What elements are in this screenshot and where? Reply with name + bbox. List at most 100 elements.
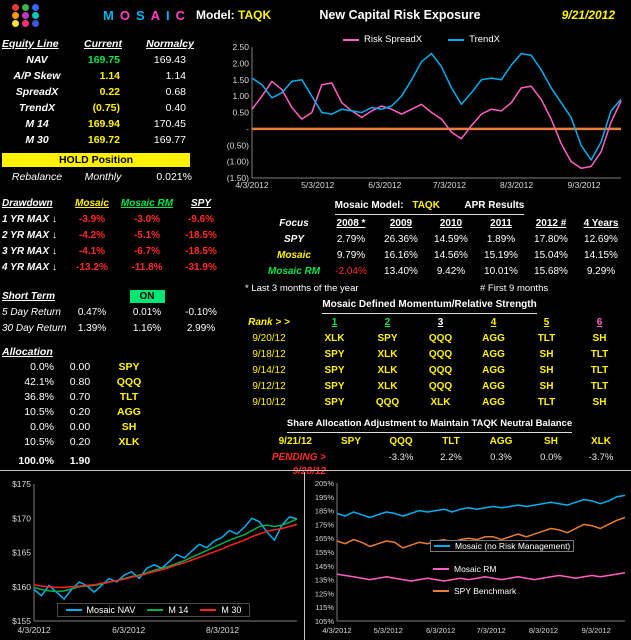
rebalance-mode: Monthly	[84, 171, 122, 183]
short-term-row-label: 30 Day Return	[2, 323, 67, 334]
brand-letter: M	[103, 8, 114, 23]
svg-text:155%: 155%	[315, 548, 335, 557]
svg-text:105%: 105%	[315, 617, 335, 626]
equity-row: NAV 169.75 169.43	[2, 53, 208, 67]
trendx-swatch-icon	[448, 38, 465, 41]
momentum-ticker: QQQ	[428, 365, 453, 376]
drawdown-rows: 1 YR MAX ↓ -3.9% -3.0% -9.6% 2 YR MAX ↓ …	[2, 213, 226, 275]
rebalance-label: Rebalance	[11, 171, 63, 183]
apr-year-header: 2009	[389, 218, 413, 229]
apr-year-header: 2011	[490, 218, 512, 229]
short-term-mosaic-value: 0.47%	[77, 307, 107, 318]
legend-m30: M 30	[200, 605, 241, 615]
drawdown-row: 3 YR MAX ↓ -4.1% -6.7% -18.5%	[2, 245, 226, 259]
rank-number: 5	[543, 317, 550, 328]
apr-results-panel: Mosaic Model: TAQK APR Results Focus 200…	[230, 199, 629, 296]
svg-text:5/3/2012: 5/3/2012	[301, 180, 334, 190]
short-term-row: 5 Day Return 0.47% 0.01% -0.10%	[2, 306, 226, 320]
momentum-ticker: AGG	[482, 349, 505, 360]
svg-text:8/3/2012: 8/3/2012	[529, 626, 558, 635]
share-adjustment-value: 0.0%	[540, 452, 562, 463]
svg-text:7/3/2012: 7/3/2012	[476, 626, 505, 635]
svg-text:-: -	[246, 124, 249, 134]
allocation-weight: 0.80	[69, 376, 91, 388]
apr-title: Mosaic Model: TAQK APR Results	[334, 199, 525, 215]
allocation-weight: 0.20	[69, 436, 91, 448]
momentum-ticker: AGG	[482, 365, 505, 376]
short-term-row: 30 Day Return 1.39% 1.16% 2.99%	[2, 322, 226, 336]
logo-dot	[22, 20, 29, 27]
drawdown-row: 2 YR MAX ↓ -4.2% -5.1% -18.5%	[2, 229, 226, 243]
equity-row: SpreadX 0.22 0.68	[2, 85, 208, 99]
svg-text:4/3/2012: 4/3/2012	[322, 626, 351, 635]
apr-title-model-label: Mosaic Model:	[334, 200, 404, 211]
model-value: TAQK	[238, 8, 272, 22]
apr-year-header: 2010	[439, 218, 463, 229]
momentum-ticker: SPY	[324, 365, 345, 376]
allocation-percent: 0.0%	[30, 421, 54, 433]
momentum-rank-row: Rank > > 1 2 3 4 5 6	[230, 316, 629, 330]
drawdown-row: 1 YR MAX ↓ -3.9% -3.0% -9.6%	[2, 213, 226, 227]
drawdown-spy-value: -18.5%	[185, 246, 217, 257]
allocation-weight: 0.00	[69, 421, 91, 433]
mosaic-col-header: Mosaic	[75, 198, 109, 209]
risk-spreadx-swatch-icon	[343, 38, 360, 41]
apr-row: Mosaic RM -2.04% 13.40% 9.42% 10.01% 15.…	[262, 265, 629, 279]
nav-chart: $175 $170 $165 $160 $155 4/3/2012 6/3/2012 8/3/…	[4, 478, 303, 636]
svg-text:(1.00): (1.00)	[227, 157, 249, 167]
allocation-ticker: SPY	[118, 361, 140, 373]
allocation-row: 10.5% 0.20 XLK	[2, 436, 162, 449]
rank-number: 6	[596, 317, 603, 328]
momentum-ticker: TLT	[537, 333, 556, 344]
momentum-ticker: SH	[539, 349, 554, 360]
momentum-row: 9/14/12 SPY XLK QQQ AGG SH TLT	[230, 364, 629, 378]
spread-chart-legend: Risk SpreadX TrendX	[214, 34, 629, 45]
short-term-spy-value: -0.10%	[185, 307, 217, 318]
legend-mosaic-nav: Mosaic NAV	[65, 605, 135, 615]
apr-title-row: Mosaic Model: TAQK APR Results	[230, 199, 629, 215]
equity-row: TrendX (0.75) 0.40	[2, 101, 208, 115]
allocation-panel: Allocation 0.0% 0.00 SPY 42.1% 0.80 QQQ …	[2, 346, 162, 468]
apr-value: 12.69%	[584, 234, 618, 245]
allocation-row: 0.0% 0.00 SPY	[2, 361, 162, 374]
apr-footnote-hash: # First 9 months	[480, 283, 549, 294]
legend-risk-spreadx: Risk SpreadX	[343, 34, 422, 45]
momentum-ticker: AGG	[482, 381, 505, 392]
svg-text:8/3/2012: 8/3/2012	[206, 625, 239, 635]
momentum-row: 9/20/12 XLK SPY QQQ AGG TLT SH	[230, 332, 629, 346]
legend-mosaic-rm: Mosaic RM	[430, 564, 500, 574]
apr-value: 9.29%	[586, 266, 616, 277]
momentum-ticker: QQQ	[428, 381, 453, 392]
svg-text:9/3/2012: 9/3/2012	[582, 626, 611, 635]
share-ticker: SPY	[340, 436, 361, 447]
brand-letter: C	[175, 8, 186, 23]
current-col-header: Current	[84, 38, 122, 50]
equity-normal-value: 0.68	[165, 86, 186, 98]
allocation-ticker: QQQ	[116, 376, 142, 388]
apr-row: Mosaic 9.79% 16.16% 14.56% 15.19% 15.04%…	[262, 249, 629, 263]
apr-title-results: APR Results	[464, 200, 525, 211]
allocation-row: 10.5% 0.20 AGG	[2, 406, 162, 419]
apr-row: SPY 2.79% 26.36% 14.59% 1.89% 17.80% 12.…	[262, 233, 629, 247]
logo-dot	[32, 12, 39, 19]
apr-value: 16.16%	[384, 250, 418, 261]
share-adjustment-value: 2.2%	[440, 452, 462, 463]
vertical-divider	[304, 472, 305, 640]
share-adjustment-value: -3.7%	[588, 452, 614, 463]
momentum-ticker: TLT	[590, 381, 609, 392]
svg-text:$160: $160	[12, 582, 31, 592]
brand-letter: S	[135, 8, 145, 23]
m14-swatch-icon	[147, 609, 164, 611]
svg-text:125%: 125%	[315, 589, 335, 598]
report-date: 9/21/2012	[561, 8, 615, 22]
equity-current-value: 169.72	[87, 134, 120, 146]
momentum-ticker: TLT	[537, 397, 556, 408]
normalcy-col-header: Normalcy	[146, 38, 194, 50]
rebalance-row: Rebalance Monthly 0.021%	[2, 170, 208, 184]
equity-row-label: M 14	[25, 118, 49, 130]
equity-normal-value: 169.77	[153, 134, 186, 146]
share-adjustment-value: 0.3%	[490, 452, 512, 463]
svg-text:205%: 205%	[315, 479, 335, 488]
